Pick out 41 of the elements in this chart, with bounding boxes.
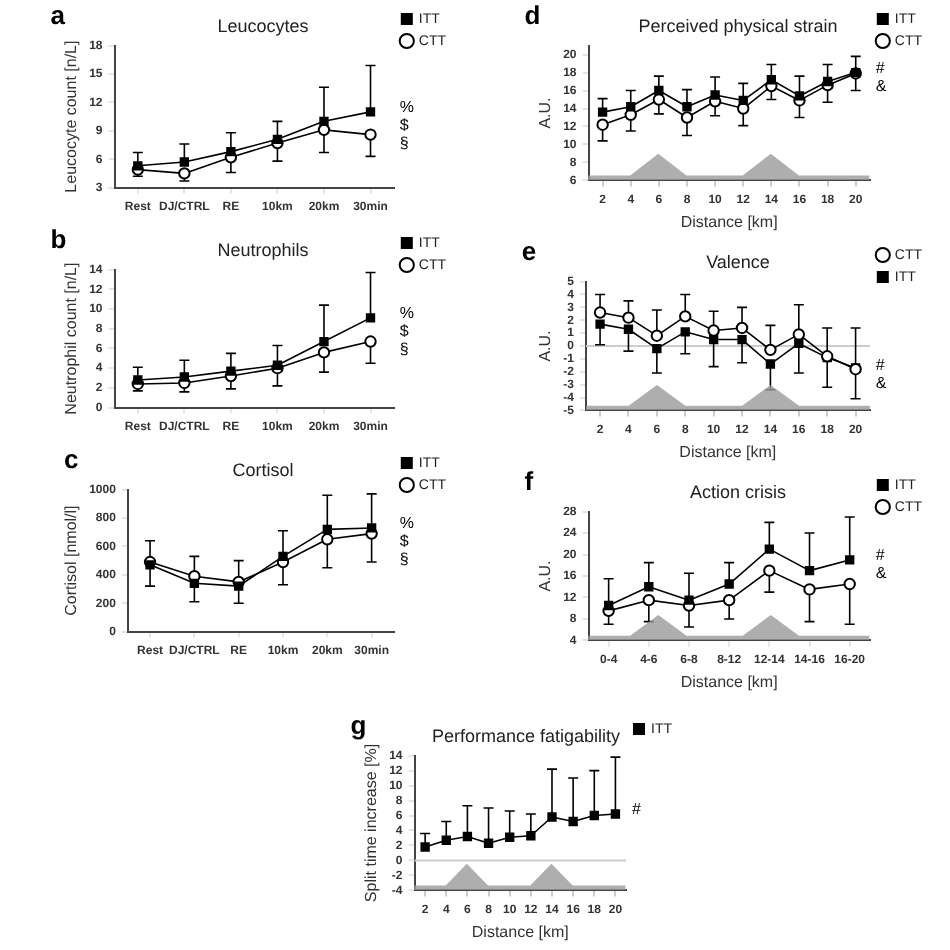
x-axis-title: Distance [km] <box>679 442 777 461</box>
text: # <box>875 58 886 77</box>
text: a <box>50 0 67 31</box>
chart-title: Neutrophils <box>217 239 310 260</box>
text: & <box>875 564 888 583</box>
y-axis-title: Neutrophil count [n/L] <box>62 262 81 415</box>
text: d <box>524 0 541 31</box>
text: e <box>521 236 537 267</box>
y-axis-title: Leucocyte count [n/L] <box>62 40 81 193</box>
chart-title: Perceived physical strain <box>638 15 838 36</box>
x-axis-title: Distance [km] <box>471 922 569 941</box>
text: $ <box>399 116 410 135</box>
y-axis-title: Split time increase [%] <box>362 743 381 903</box>
text: § <box>399 340 409 359</box>
text: # <box>632 800 643 819</box>
chart-title: Performance fatigability <box>431 725 622 746</box>
chart-title: Valence <box>706 251 770 272</box>
text: $ <box>399 532 410 551</box>
text: § <box>399 550 409 569</box>
x-axis-title: Distance [km] <box>680 212 778 231</box>
text: $ <box>399 322 410 341</box>
text: & <box>875 76 888 95</box>
text: c <box>63 444 79 475</box>
text: b <box>50 224 67 255</box>
chart-title: Leucocytes <box>217 15 310 36</box>
text: # <box>875 355 886 374</box>
text: g <box>350 710 367 741</box>
text: f <box>524 466 535 497</box>
chart-title: Cortisol <box>232 459 294 480</box>
text: % <box>399 514 415 533</box>
chart-title: Action crisis <box>689 481 787 502</box>
y-axis-title: Cortisol [nmol/l] <box>62 505 81 616</box>
y-axis-title: A.U. <box>536 330 555 362</box>
text: # <box>875 546 886 565</box>
y-axis-title: A.U. <box>536 560 555 592</box>
text: & <box>875 373 888 392</box>
x-axis-title: Distance [km] <box>680 672 778 691</box>
text: % <box>399 98 415 117</box>
text: § <box>399 134 409 153</box>
y-axis-title: A.U. <box>536 97 555 129</box>
text: % <box>399 304 415 323</box>
